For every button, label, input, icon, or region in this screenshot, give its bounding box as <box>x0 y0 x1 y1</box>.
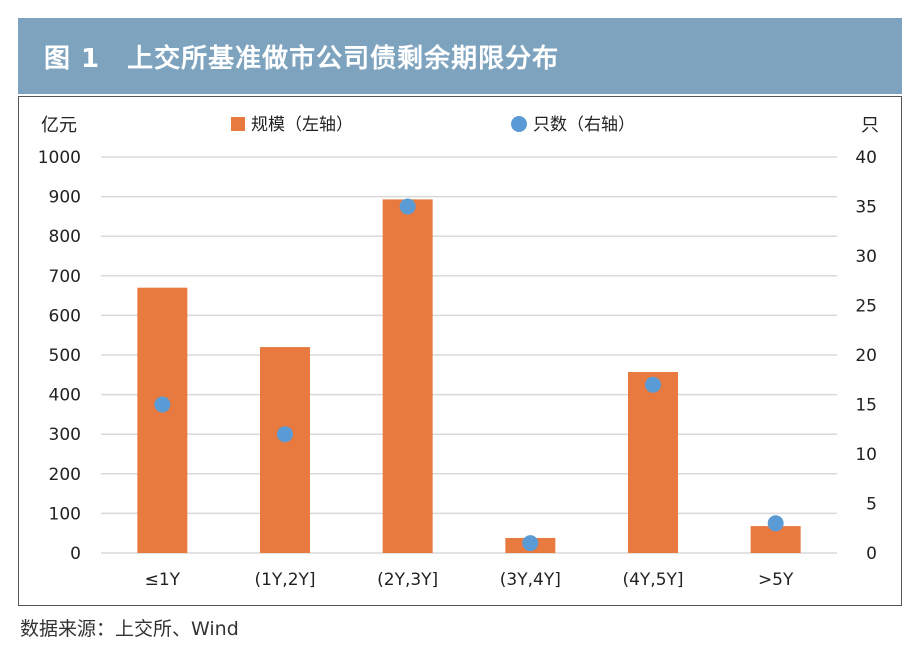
scatter-point <box>522 535 539 552</box>
right-tick-label: 25 <box>855 297 877 317</box>
left-tick-label: 300 <box>49 425 81 445</box>
category-labels: ≤1Y (1Y,2Y] (2Y,3Y] (3Y,4Y] (4Y,5Y] >5Y <box>145 570 794 590</box>
category-label: (1Y,2Y] <box>254 570 315 590</box>
category-label: (4Y,5Y] <box>622 570 683 590</box>
title-banner: 图 1 上交所基准做市公司债剩余期限分布 <box>18 18 902 94</box>
legend-dot-swatch <box>511 116 527 132</box>
right-tick-label: 30 <box>855 247 877 267</box>
scatter-point <box>767 515 784 532</box>
right-axis-ticks: 0 5 10 15 20 25 30 35 40 <box>855 148 877 564</box>
left-tick-label: 700 <box>49 267 81 287</box>
legend-bar-label: 规模（左轴） <box>251 115 353 135</box>
left-tick-label: 500 <box>49 346 81 366</box>
bar <box>137 287 188 553</box>
scatter-series <box>154 198 784 552</box>
gridlines <box>101 156 837 554</box>
right-tick-label: 35 <box>855 198 877 218</box>
scatter-point <box>645 376 661 393</box>
scatter-point <box>277 426 293 443</box>
left-tick-label: 100 <box>49 504 81 524</box>
left-tick-label: 0 <box>70 544 81 564</box>
left-tick-label: 900 <box>49 188 81 208</box>
category-label: (2Y,3Y] <box>377 570 438 590</box>
right-tick-label: 10 <box>855 445 877 465</box>
source-note: 数据来源：上交所、Wind <box>20 618 239 640</box>
right-tick-label: 20 <box>855 346 877 366</box>
legend: 规模（左轴） 只数（右轴） <box>231 115 635 135</box>
scatter-point <box>399 198 416 215</box>
left-tick-label: 200 <box>49 465 81 485</box>
bar <box>382 199 433 553</box>
chart-frame: 0 100 200 300 400 500 600 700 800 900 1000 0 5 10 15 2… <box>18 96 902 606</box>
left-tick-label: 800 <box>49 227 81 247</box>
bar <box>628 372 678 553</box>
bar-scatter-chart: 0 100 200 300 400 500 600 700 800 900 1000 0 5 10 15 2… <box>38 115 879 590</box>
category-label: (3Y,4Y] <box>500 570 561 590</box>
right-axis-unit: 只 <box>861 115 879 136</box>
bar-series <box>137 199 801 553</box>
right-tick-label: 40 <box>855 148 877 168</box>
left-tick-label: 1000 <box>38 148 81 168</box>
category-label: ≤1Y <box>145 570 181 590</box>
scatter-point <box>154 396 171 413</box>
figure-title: 图 1 上交所基准做市公司债剩余期限分布 <box>44 44 560 74</box>
right-tick-label: 0 <box>866 544 877 564</box>
right-tick-label: 15 <box>855 396 877 416</box>
legend-dot-label: 只数（右轴） <box>533 115 635 135</box>
left-tick-label: 600 <box>49 306 81 326</box>
left-axis-unit: 亿元 <box>41 115 77 136</box>
category-label: >5Y <box>758 570 794 590</box>
right-tick-label: 5 <box>866 495 877 515</box>
bar <box>260 347 310 553</box>
left-axis-ticks: 0 100 200 300 400 500 600 700 800 900 1000 <box>38 148 81 564</box>
legend-bar-swatch <box>231 117 245 131</box>
left-tick-label: 400 <box>49 386 81 406</box>
